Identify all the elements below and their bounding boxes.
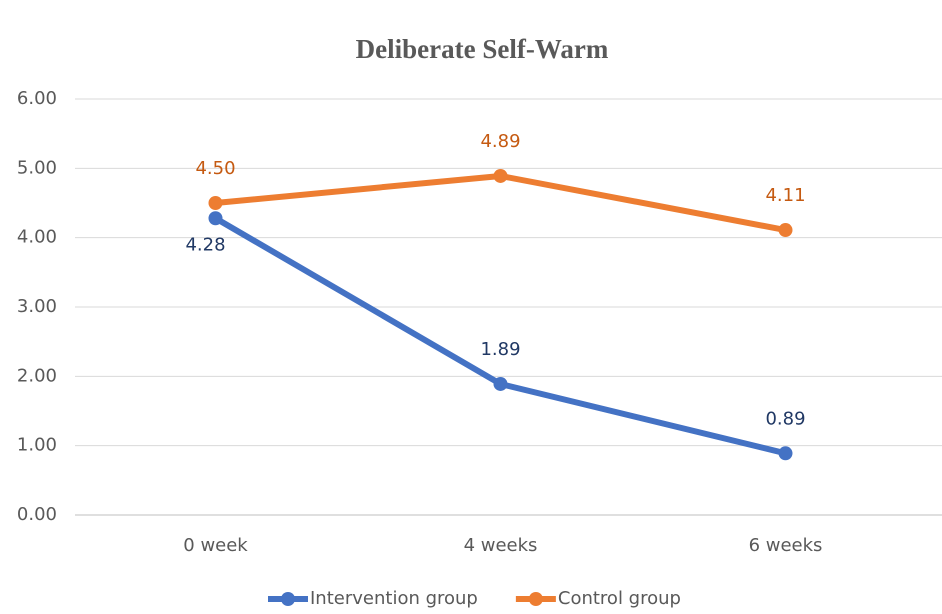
data-point [493,168,508,183]
y-tick-label: 3.00 [17,296,57,317]
data-label: 4.89 [480,131,520,152]
x-tick-label: 0 week [183,535,248,556]
legend-marker [281,592,295,606]
legend-label: Control group [558,588,681,609]
data-label: 4.11 [765,185,805,206]
data-label: 1.89 [480,339,520,360]
data-point [208,196,223,210]
data-label: 4.50 [195,158,235,179]
data-point [493,376,508,391]
x-tick-label: 4 weeks [464,535,538,556]
chart-title: Deliberate Self-Warm [356,34,609,64]
data-point [778,446,793,461]
data-point [208,211,223,226]
y-tick-label: 6.00 [17,88,57,109]
data-label: 0.89 [765,408,805,429]
y-tick-label: 1.00 [17,435,57,456]
legend-marker [528,592,543,606]
y-tick-label: 0.00 [17,504,57,525]
x-tick-label: 6 weeks [749,535,823,556]
legend-label: Intervention group [310,588,478,609]
y-tick-label: 4.00 [17,227,57,248]
y-tick-label: 5.00 [17,157,57,178]
data-label: 4.28 [185,234,225,255]
data-point [778,223,793,238]
y-tick-label: 2.00 [17,365,57,386]
